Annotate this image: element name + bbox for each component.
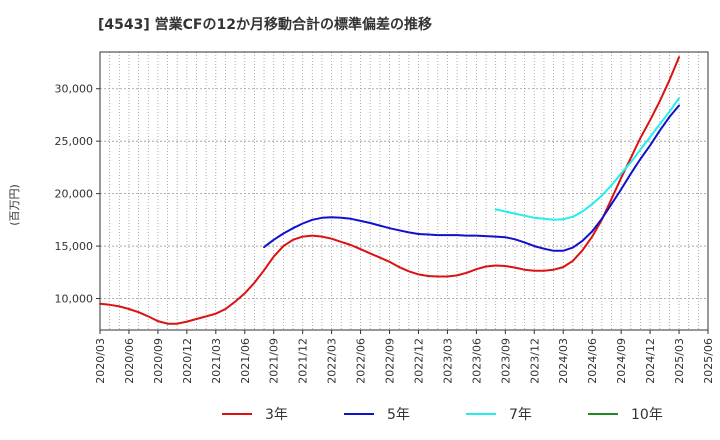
grid <box>100 52 708 330</box>
series-line-2 <box>263 104 680 252</box>
legend-label-2: 5年 <box>387 407 410 423</box>
legend-label-1: 3年 <box>265 407 288 423</box>
series-line-3 <box>494 97 680 221</box>
legend-label-4: 10年 <box>631 407 663 423</box>
x-tick-label: 2022/12 <box>412 338 425 384</box>
x-tick-label: 2020/03 <box>94 338 107 384</box>
x-tick-label: 2025/06 <box>702 338 715 384</box>
x-tick-label: 2022/03 <box>326 338 339 384</box>
y-tick-label: 25,000 <box>55 135 94 148</box>
x-tick-label: 2021/12 <box>297 338 310 384</box>
x-tick-label: 2023/06 <box>470 338 483 384</box>
x-tick-label: 2020/06 <box>123 338 136 384</box>
y-tick-label: 15,000 <box>55 240 94 253</box>
x-tick-label: 2023/09 <box>499 338 512 384</box>
x-tick-label: 2023/12 <box>528 338 541 384</box>
x-tick-label: 2021/03 <box>210 338 223 384</box>
x-tick-label: 2024/12 <box>644 338 657 384</box>
x-tick-label: 2024/03 <box>557 338 570 384</box>
x-tick-label: 2023/03 <box>441 338 454 384</box>
series-line-1 <box>99 56 680 325</box>
x-axis: 2020/03 2020/06 2020/09 2020/12 2021/03 2021/… <box>94 330 715 384</box>
plot-frame <box>99 51 709 331</box>
x-tick-label: 2024/06 <box>586 338 599 384</box>
x-tick-label: 2022/06 <box>355 338 368 384</box>
y-axis: 10,000 15,000 20,000 25,000 30,000 <box>55 83 100 306</box>
y-axis-label: (百万円) <box>8 184 21 226</box>
y-tick-label: 20,000 <box>55 188 94 201</box>
x-tick-label: 2021/09 <box>268 338 281 384</box>
y-tick-label: 10,000 <box>55 293 94 306</box>
x-tick-label: 2025/03 <box>673 338 686 384</box>
x-tick-label: 2020/09 <box>152 338 165 384</box>
x-tick-label: 2022/09 <box>384 338 397 384</box>
x-tick-label: 2021/06 <box>239 338 252 384</box>
x-tick-label: 2020/12 <box>181 338 194 384</box>
x-tick-label: 2024/09 <box>615 338 628 384</box>
y-tick-label: 30,000 <box>55 83 94 96</box>
chart-title: [4543] 営業CFの12か月移動合計の標準偏差の推移 <box>98 16 432 33</box>
legend-label-3: 7年 <box>509 407 532 423</box>
legend: 3年 5年 7年 10年 <box>222 407 663 423</box>
series-lines <box>99 56 680 325</box>
